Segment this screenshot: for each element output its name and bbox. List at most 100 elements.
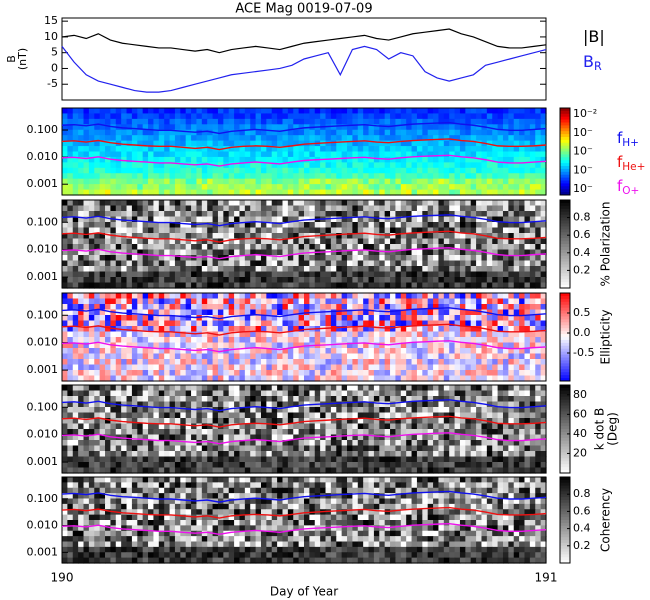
- spectrogram-cell: [384, 146, 391, 153]
- spectrogram-cell: [443, 326, 450, 333]
- spectrogram-cell: [314, 359, 321, 366]
- spectrogram-cell: [277, 151, 284, 158]
- spectrogram-cell: [217, 282, 224, 289]
- spectrogram-cell: [454, 249, 461, 256]
- spectrogram-cell: [105, 293, 111, 300]
- spectrogram-cell: [148, 370, 155, 377]
- spectrogram-cell: [330, 396, 337, 403]
- spectrogram-cell: [363, 277, 370, 284]
- spectrogram-cell: [78, 385, 85, 392]
- spectrogram-cell: [508, 375, 515, 382]
- spectrogram-cell: [287, 282, 294, 289]
- spectrogram-cell: [72, 227, 79, 234]
- spectrogram-cell: [416, 385, 423, 392]
- spectrogram-cell: [497, 375, 504, 382]
- spectrogram-cell: [88, 315, 95, 322]
- spectrogram-cell: [347, 342, 353, 349]
- spectrogram-cell: [347, 271, 353, 278]
- spectrogram-cell: [228, 370, 235, 377]
- spectrogram-cell: [83, 304, 90, 311]
- spectrogram-cell: [320, 304, 327, 311]
- spectrogram-cell: [126, 315, 133, 322]
- spectrogram-cell: [137, 277, 144, 284]
- spectrogram-cell: [427, 375, 434, 382]
- spectrogram-cell: [320, 211, 327, 218]
- spectrogram-cell: [260, 320, 267, 327]
- spectrogram-cell: [422, 244, 429, 251]
- spectrogram-cell: [347, 205, 353, 212]
- spectrogram-cell: [476, 385, 483, 392]
- spectrogram-cell: [207, 260, 214, 267]
- spectrogram-cell: [341, 156, 348, 163]
- spectrogram-cell: [373, 216, 380, 223]
- spectrogram-cell: [293, 359, 300, 366]
- spectrogram-cell: [379, 205, 386, 212]
- spectrogram-cell: [115, 146, 122, 153]
- spectrogram-cell: [260, 348, 267, 355]
- spectrogram-cell: [115, 227, 122, 234]
- spectrogram-cell: [94, 178, 101, 185]
- spectrogram-cell: [330, 326, 337, 333]
- spectrogram-cell: [83, 178, 90, 185]
- spectrogram-cell: [481, 320, 488, 327]
- spectrogram-cell: [540, 205, 547, 212]
- spectrogram-cell: [62, 337, 68, 344]
- spectrogram-cell: [438, 184, 445, 191]
- spectrogram-cell: [174, 113, 181, 120]
- spectrogram-cell: [277, 189, 284, 196]
- spectrogram-cell: [105, 401, 111, 408]
- spectrogram-cell: [336, 146, 343, 153]
- spectrogram-cell: [180, 233, 187, 240]
- spectrogram-cell: [384, 407, 391, 414]
- spectrogram-cell: [239, 390, 246, 397]
- spectrogram-cell: [137, 331, 144, 338]
- spectrogram-cell: [309, 396, 316, 403]
- spectrogram-cell: [373, 277, 380, 284]
- spectrogram-cell: [158, 315, 165, 322]
- spectrogram-cell: [83, 407, 90, 414]
- spectrogram-cell: [384, 282, 391, 289]
- spectrogram-cell: [185, 364, 192, 371]
- spectrogram-cell: [250, 205, 257, 212]
- spectrogram-cell: [153, 385, 160, 392]
- spectrogram-cell: [492, 173, 499, 180]
- spectrogram-cell: [67, 162, 74, 169]
- spectrogram-cell: [363, 271, 370, 278]
- spectrogram-cell: [352, 178, 359, 185]
- spectrogram-cell: [201, 167, 208, 174]
- spectrogram-cell: [169, 124, 176, 131]
- spectrogram-cell: [336, 118, 343, 125]
- spectrogram-cell: [180, 211, 187, 218]
- spectrogram-cell: [438, 396, 445, 403]
- spectrogram-cell: [459, 370, 466, 377]
- spectrogram-cell: [137, 396, 144, 403]
- spectrogram-cell: [427, 359, 434, 366]
- spectrogram-cell: [384, 249, 391, 256]
- spectrogram-cell: [105, 167, 111, 174]
- spectrogram-cell: [390, 401, 397, 408]
- spectrogram-cell: [287, 129, 294, 136]
- spectrogram-cell: [320, 315, 327, 322]
- spectrogram-cell: [492, 156, 499, 163]
- spectrogram-cell: [416, 233, 423, 240]
- spectrogram-cell: [400, 407, 407, 414]
- spectrogram-cell: [88, 407, 95, 414]
- spectrogram-cell: [379, 326, 386, 333]
- spectrogram-cell: [395, 129, 402, 136]
- spectrogram-cell: [314, 348, 321, 355]
- spectrogram-cell: [406, 326, 413, 333]
- spectrogram-cell: [158, 162, 165, 169]
- spectrogram-cell: [476, 118, 483, 125]
- spectrogram-cell: [212, 233, 219, 240]
- spectrogram-cell: [379, 266, 386, 273]
- spectrogram-cell: [309, 184, 316, 191]
- spectrogram-cell: [433, 309, 440, 316]
- spectrogram-cell: [465, 337, 472, 344]
- spectrogram-cell: [234, 205, 241, 212]
- spectrogram-cell: [470, 396, 477, 403]
- spectrogram-cell: [244, 277, 251, 284]
- spectrogram-cell: [223, 124, 230, 131]
- spectrogram-cell: [148, 353, 155, 360]
- spectrogram-cell: [196, 326, 203, 333]
- spectrogram-cell: [185, 320, 192, 327]
